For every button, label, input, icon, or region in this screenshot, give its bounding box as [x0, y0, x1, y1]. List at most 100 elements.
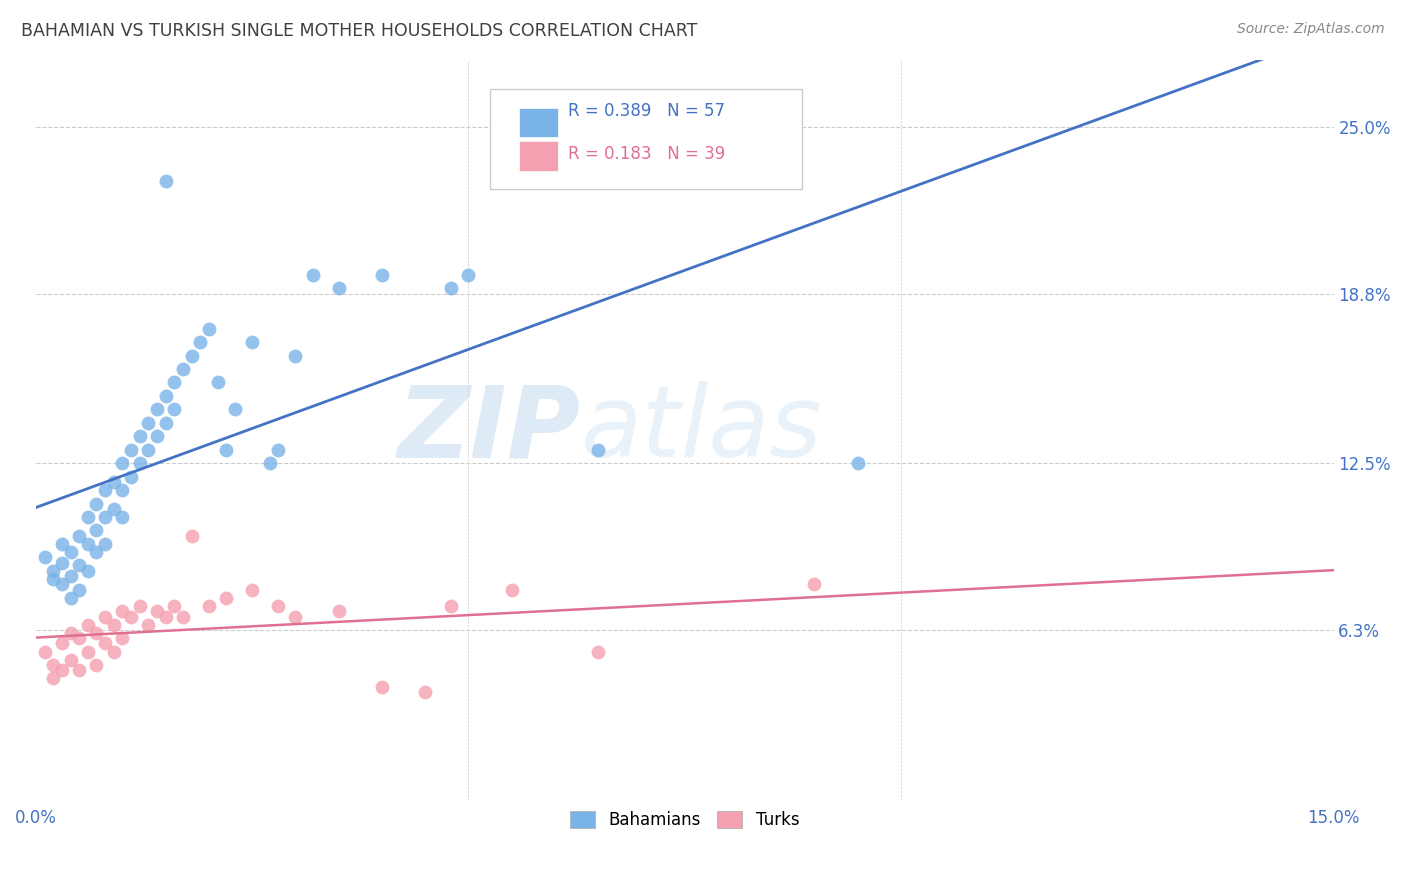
- Point: [328, 604, 350, 618]
- Point: [103, 475, 125, 489]
- Point: [103, 644, 125, 658]
- Point: [240, 335, 263, 350]
- Text: Source: ZipAtlas.com: Source: ZipAtlas.com: [1237, 22, 1385, 37]
- Point: [120, 469, 142, 483]
- Point: [59, 545, 82, 559]
- Point: [207, 376, 229, 390]
- Point: [413, 685, 436, 699]
- FancyBboxPatch shape: [491, 89, 801, 189]
- Point: [267, 599, 290, 613]
- Point: [120, 609, 142, 624]
- Point: [371, 680, 394, 694]
- Point: [155, 416, 177, 430]
- Point: [111, 510, 134, 524]
- Point: [111, 604, 134, 618]
- Point: [120, 442, 142, 457]
- Point: [111, 456, 134, 470]
- Point: [103, 502, 125, 516]
- Point: [86, 524, 108, 538]
- Bar: [519, 141, 558, 170]
- Point: [59, 569, 82, 583]
- Point: [138, 617, 160, 632]
- Point: [128, 429, 150, 443]
- Point: [128, 599, 150, 613]
- Point: [586, 644, 609, 658]
- Point: [42, 672, 65, 686]
- Text: BAHAMIAN VS TURKISH SINGLE MOTHER HOUSEHOLDS CORRELATION CHART: BAHAMIAN VS TURKISH SINGLE MOTHER HOUSEH…: [21, 22, 697, 40]
- Point: [155, 609, 177, 624]
- Point: [440, 599, 463, 613]
- Text: R = 0.183   N = 39: R = 0.183 N = 39: [568, 145, 725, 162]
- Point: [846, 456, 869, 470]
- Point: [155, 389, 177, 403]
- Point: [180, 349, 202, 363]
- Point: [59, 591, 82, 605]
- Point: [67, 529, 90, 543]
- Point: [138, 416, 160, 430]
- Point: [34, 644, 56, 658]
- Point: [180, 529, 202, 543]
- Point: [42, 572, 65, 586]
- Point: [42, 658, 65, 673]
- Point: [284, 609, 307, 624]
- Point: [51, 577, 73, 591]
- Point: [76, 564, 98, 578]
- Point: [51, 537, 73, 551]
- Legend: Bahamians, Turks: Bahamians, Turks: [564, 804, 806, 836]
- Point: [94, 537, 117, 551]
- Point: [163, 599, 186, 613]
- Point: [198, 599, 221, 613]
- Point: [76, 617, 98, 632]
- Text: R = 0.389   N = 57: R = 0.389 N = 57: [568, 103, 725, 120]
- Point: [76, 537, 98, 551]
- Point: [163, 376, 186, 390]
- Point: [59, 625, 82, 640]
- Text: ZIP: ZIP: [398, 381, 581, 478]
- Point: [146, 402, 169, 417]
- Point: [128, 456, 150, 470]
- Point: [284, 349, 307, 363]
- Point: [188, 335, 211, 350]
- Point: [371, 268, 394, 282]
- Point: [67, 582, 90, 597]
- Point: [440, 281, 463, 295]
- Text: atlas: atlas: [581, 381, 823, 478]
- Point: [76, 644, 98, 658]
- Point: [86, 625, 108, 640]
- Point: [501, 582, 523, 597]
- Point: [155, 174, 177, 188]
- Point: [111, 483, 134, 497]
- Point: [94, 483, 117, 497]
- Point: [163, 402, 186, 417]
- Point: [111, 631, 134, 645]
- Point: [67, 664, 90, 678]
- Bar: [519, 108, 558, 137]
- Point: [51, 664, 73, 678]
- Point: [86, 658, 108, 673]
- Point: [138, 442, 160, 457]
- Point: [76, 510, 98, 524]
- Point: [59, 652, 82, 666]
- Point: [172, 609, 194, 624]
- Point: [240, 582, 263, 597]
- Point: [34, 550, 56, 565]
- Point: [86, 545, 108, 559]
- Point: [172, 362, 194, 376]
- Point: [86, 497, 108, 511]
- Point: [267, 442, 290, 457]
- Point: [146, 604, 169, 618]
- Point: [259, 456, 281, 470]
- Point: [328, 281, 350, 295]
- Point: [803, 577, 825, 591]
- Point: [94, 636, 117, 650]
- Point: [51, 636, 73, 650]
- Point: [67, 631, 90, 645]
- Point: [51, 556, 73, 570]
- Point: [94, 609, 117, 624]
- Point: [94, 510, 117, 524]
- Point: [224, 402, 246, 417]
- Point: [146, 429, 169, 443]
- Point: [215, 442, 238, 457]
- Point: [103, 617, 125, 632]
- Point: [215, 591, 238, 605]
